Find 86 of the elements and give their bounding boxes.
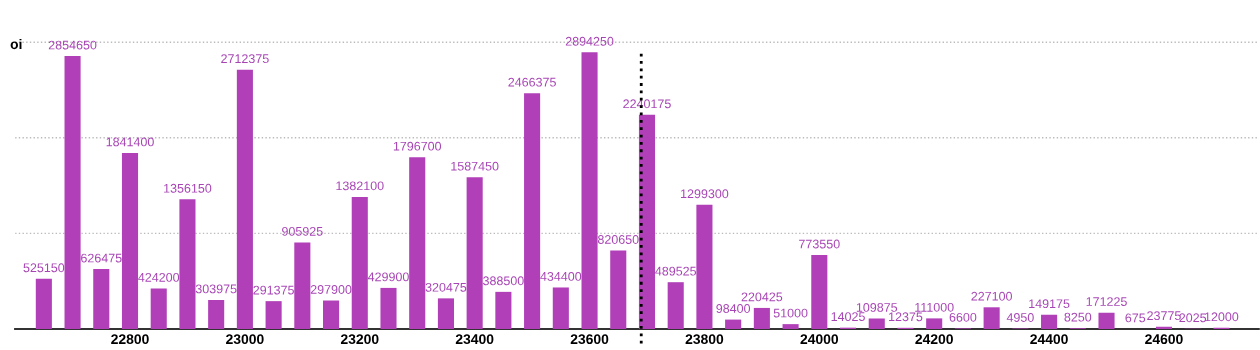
bar [409, 157, 426, 329]
bar [868, 318, 885, 329]
bar [753, 307, 770, 329]
bar [667, 282, 684, 329]
x-tick-label: 24400 [1030, 334, 1068, 345]
data-label: 297900 [310, 285, 352, 294]
x-tick-label: 23800 [685, 334, 724, 345]
data-label: 1587450 [451, 161, 499, 171]
bar [1098, 312, 1115, 329]
bar [208, 299, 225, 329]
bar [466, 177, 483, 329]
data-label: 227100 [971, 291, 1012, 301]
data-label: 1299300 [681, 189, 729, 199]
data-label: 388500 [483, 276, 524, 286]
data-label: 626475 [81, 253, 122, 263]
bar [64, 56, 81, 329]
data-label: 149175 [1029, 299, 1070, 309]
bar [524, 93, 541, 329]
bar [926, 318, 943, 329]
bar [323, 300, 340, 329]
data-label: 1841400 [106, 137, 154, 147]
bar [236, 69, 253, 329]
data-label: 4950 [1006, 313, 1034, 322]
bar [179, 199, 196, 329]
bar [150, 288, 167, 329]
data-label: 12375 [889, 312, 923, 322]
bar [725, 319, 742, 329]
data-label: 98400 [716, 304, 751, 313]
data-label: 320475 [425, 282, 467, 292]
data-label: 424200 [138, 272, 180, 282]
bar [983, 307, 1000, 329]
data-label: 489525 [655, 266, 697, 276]
x-tick-label: 22800 [111, 334, 149, 345]
data-label: 434400 [540, 271, 582, 281]
data-label: 109875 [856, 303, 898, 312]
bar [93, 269, 110, 329]
data-label: 51000 [773, 308, 808, 318]
data-label: 1796700 [393, 141, 442, 151]
x-tick-label: 24600 [1145, 334, 1183, 345]
data-label: 12000 [1204, 312, 1239, 322]
data-label: 23775 [1147, 311, 1181, 321]
x-tick-label: 23000 [226, 334, 264, 345]
data-label: 2854650 [48, 40, 97, 50]
data-label: 1356150 [164, 183, 212, 193]
bar [35, 278, 52, 329]
bar [265, 301, 282, 329]
bar [380, 287, 397, 329]
data-label: 291375 [253, 285, 294, 295]
data-label: 2025 [1179, 313, 1207, 323]
data-label: 2712375 [221, 54, 269, 64]
data-label: 820650 [597, 235, 639, 244]
data-label: 1382100 [336, 181, 384, 191]
data-label: 220425 [741, 292, 783, 302]
bar [782, 324, 799, 329]
y-axis-title: oi [10, 38, 22, 50]
bar [1041, 314, 1058, 329]
bar [294, 242, 311, 329]
data-label: 8250 [1064, 312, 1092, 322]
data-label: 14025 [831, 312, 865, 322]
bar [121, 152, 139, 329]
bar [495, 291, 512, 329]
x-tick-label: 24200 [915, 334, 953, 345]
data-label: 2240175 [623, 99, 671, 109]
data-label: 525150 [23, 263, 65, 273]
bar [811, 255, 828, 329]
data-label: 905925 [282, 226, 323, 236]
bar [437, 298, 454, 329]
bar [552, 287, 569, 329]
x-tick-label: 23200 [340, 334, 379, 345]
x-tick-label: 23400 [455, 334, 494, 345]
x-tick-label: 23600 [570, 334, 609, 345]
bar [638, 114, 656, 329]
data-label: 6600 [949, 312, 977, 322]
bar [696, 204, 713, 329]
data-label: 2466375 [508, 77, 556, 87]
data-label: 111000 [915, 302, 954, 312]
data-label: 675 [1125, 313, 1146, 323]
x-tick-label: 24000 [800, 334, 839, 345]
data-label: 303975 [195, 284, 237, 294]
bar [581, 52, 598, 329]
bar [351, 196, 368, 329]
data-label: 429900 [367, 272, 409, 282]
bar [610, 250, 627, 329]
data-label: 171225 [1086, 297, 1127, 306]
data-label: 773550 [799, 239, 840, 249]
data-label: 2894250 [565, 36, 614, 46]
